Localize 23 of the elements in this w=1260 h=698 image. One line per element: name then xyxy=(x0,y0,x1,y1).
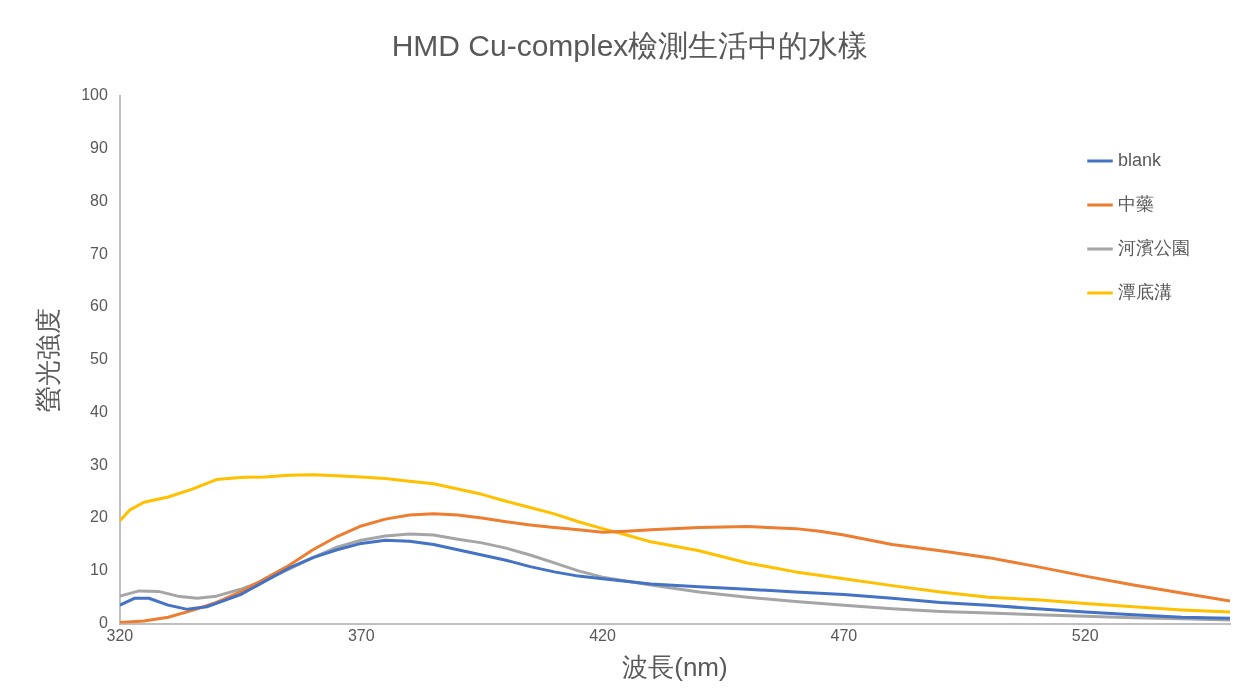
legend-label: 中藥 xyxy=(1118,193,1154,214)
y-tick-label: 50 xyxy=(90,350,108,368)
x-axis-title: 波長(nm) xyxy=(622,651,728,682)
legend-label: blank xyxy=(1118,149,1163,170)
y-tick-label: 10 xyxy=(90,561,108,579)
x-tick-label: 470 xyxy=(830,626,858,644)
x-tick-label: 420 xyxy=(589,626,616,644)
y-tick-label: 70 xyxy=(90,244,108,262)
y-tick-label: 80 xyxy=(90,191,108,209)
legend-label: 潭底溝 xyxy=(1118,281,1172,302)
x-tick-label: 520 xyxy=(1071,626,1099,644)
y-tick-label: 30 xyxy=(90,455,108,473)
legend-label: 河濱公園 xyxy=(1118,237,1190,258)
y-axis-title: 螢光強度 xyxy=(32,307,63,412)
y-tick-label: 60 xyxy=(90,297,108,315)
x-tick-label: 320 xyxy=(106,626,134,644)
chart-title: HMD Cu-complex檢測生活中的水樣 xyxy=(391,29,869,63)
x-tick-label: 370 xyxy=(347,626,375,644)
y-tick-label: 90 xyxy=(90,139,108,157)
y-tick-label: 20 xyxy=(90,508,108,526)
y-tick-label: 0 xyxy=(98,614,108,632)
y-tick-label: 40 xyxy=(90,402,108,420)
y-tick-label: 100 xyxy=(81,86,108,104)
